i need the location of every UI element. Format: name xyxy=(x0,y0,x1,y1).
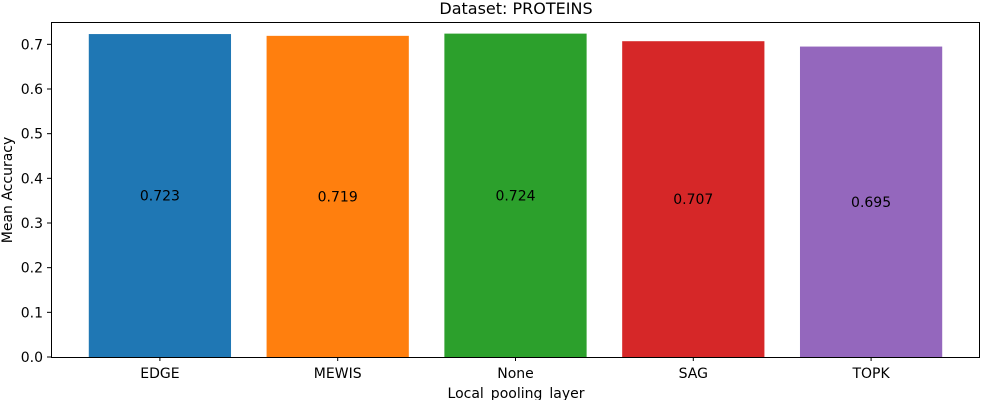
bar-value-label: 0.723 xyxy=(140,189,180,205)
bar-value-label: 0.724 xyxy=(495,188,535,204)
y-tick-label: 0.2 xyxy=(21,261,43,277)
x-tick-label: MEWIS xyxy=(314,366,362,382)
x-axis-ticks: EDGE MEWIS None SAG TOPK xyxy=(140,357,891,382)
chart-title: Dataset: PROTEINS xyxy=(439,0,592,18)
bar-value-label: 0.707 xyxy=(673,192,713,208)
y-tick-label: 0.3 xyxy=(21,216,43,232)
x-tick-label: TOPK xyxy=(851,366,890,382)
y-tick-label: 0.5 xyxy=(21,127,43,143)
y-tick-label: 0.0 xyxy=(21,350,43,366)
bar-topk xyxy=(799,46,943,358)
bar-mewis xyxy=(266,35,409,357)
bar-sag xyxy=(622,41,765,357)
bars-group xyxy=(88,33,943,358)
x-tick-label: None xyxy=(497,366,534,382)
x-tick-label: SAG xyxy=(679,366,708,382)
bar-none xyxy=(444,33,587,357)
plot-frame xyxy=(51,22,980,358)
y-tick-label: 0.1 xyxy=(21,305,43,321)
y-tick-label: 0.7 xyxy=(21,37,43,53)
x-axis-label: Local_pooling_layer xyxy=(448,386,585,400)
x-tick-label: EDGE xyxy=(140,366,179,382)
bar-edge xyxy=(88,34,232,358)
value-labels-group: 0.723 0.719 0.724 0.707 0.695 xyxy=(140,188,891,210)
y-tick-label: 0.4 xyxy=(21,171,43,187)
y-tick-label: 0.6 xyxy=(21,82,43,98)
bar-value-label: 0.695 xyxy=(851,195,891,211)
bar-value-label: 0.719 xyxy=(318,189,358,205)
y-axis-ticks: 0.0 0.1 0.2 0.3 0.4 0.5 0.6 0.7 xyxy=(21,37,51,366)
y-axis-label: Mean Accuracy xyxy=(0,137,16,244)
